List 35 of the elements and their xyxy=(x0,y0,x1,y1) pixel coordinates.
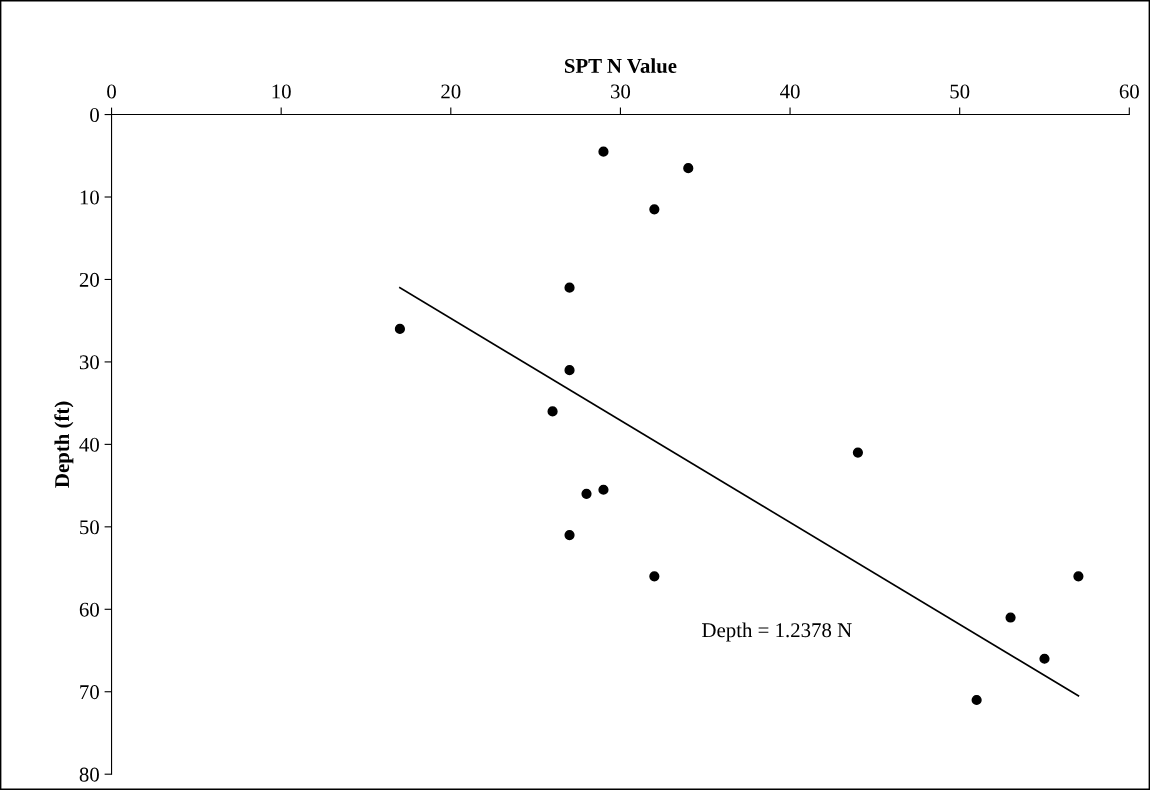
x-tick-label: 40 xyxy=(780,84,800,99)
point xyxy=(581,488,592,499)
y-tick-label: 50 xyxy=(80,520,99,535)
point xyxy=(598,146,609,157)
x-tick-label: 60 xyxy=(1119,84,1139,99)
y-tick-label: 20 xyxy=(79,272,99,287)
point xyxy=(598,484,609,495)
point xyxy=(1039,653,1050,664)
y-tick-label: 40 xyxy=(79,437,99,452)
point xyxy=(649,571,660,582)
point xyxy=(564,529,575,541)
point xyxy=(852,447,863,458)
x-axis-title: SPT N Value xyxy=(564,58,677,74)
x-tick-label: 20 xyxy=(441,84,461,99)
point xyxy=(1073,571,1084,582)
y-tick-label: 0 xyxy=(90,107,99,122)
point xyxy=(649,204,660,215)
point xyxy=(971,694,982,706)
point xyxy=(394,323,405,335)
annotation: Depth = 1.2378 N xyxy=(702,622,852,642)
x-tick-label: 10 xyxy=(272,84,291,99)
x-tick-label: 30 xyxy=(611,84,631,99)
point xyxy=(564,282,575,293)
y-tick-label: 30 xyxy=(79,355,99,370)
y-tick-label: 70 xyxy=(80,685,99,700)
y-axis-title: Depth (ft) xyxy=(54,401,74,488)
y-tick-label: 80 xyxy=(79,767,99,782)
point xyxy=(547,406,558,417)
point xyxy=(564,365,575,376)
y-tick-label: 10 xyxy=(80,190,99,205)
x-tick-label: 0 xyxy=(107,84,116,99)
point xyxy=(1005,612,1016,623)
point xyxy=(683,163,694,174)
x-tick-label: 50 xyxy=(950,84,970,99)
y-tick-label: 60 xyxy=(79,602,99,617)
